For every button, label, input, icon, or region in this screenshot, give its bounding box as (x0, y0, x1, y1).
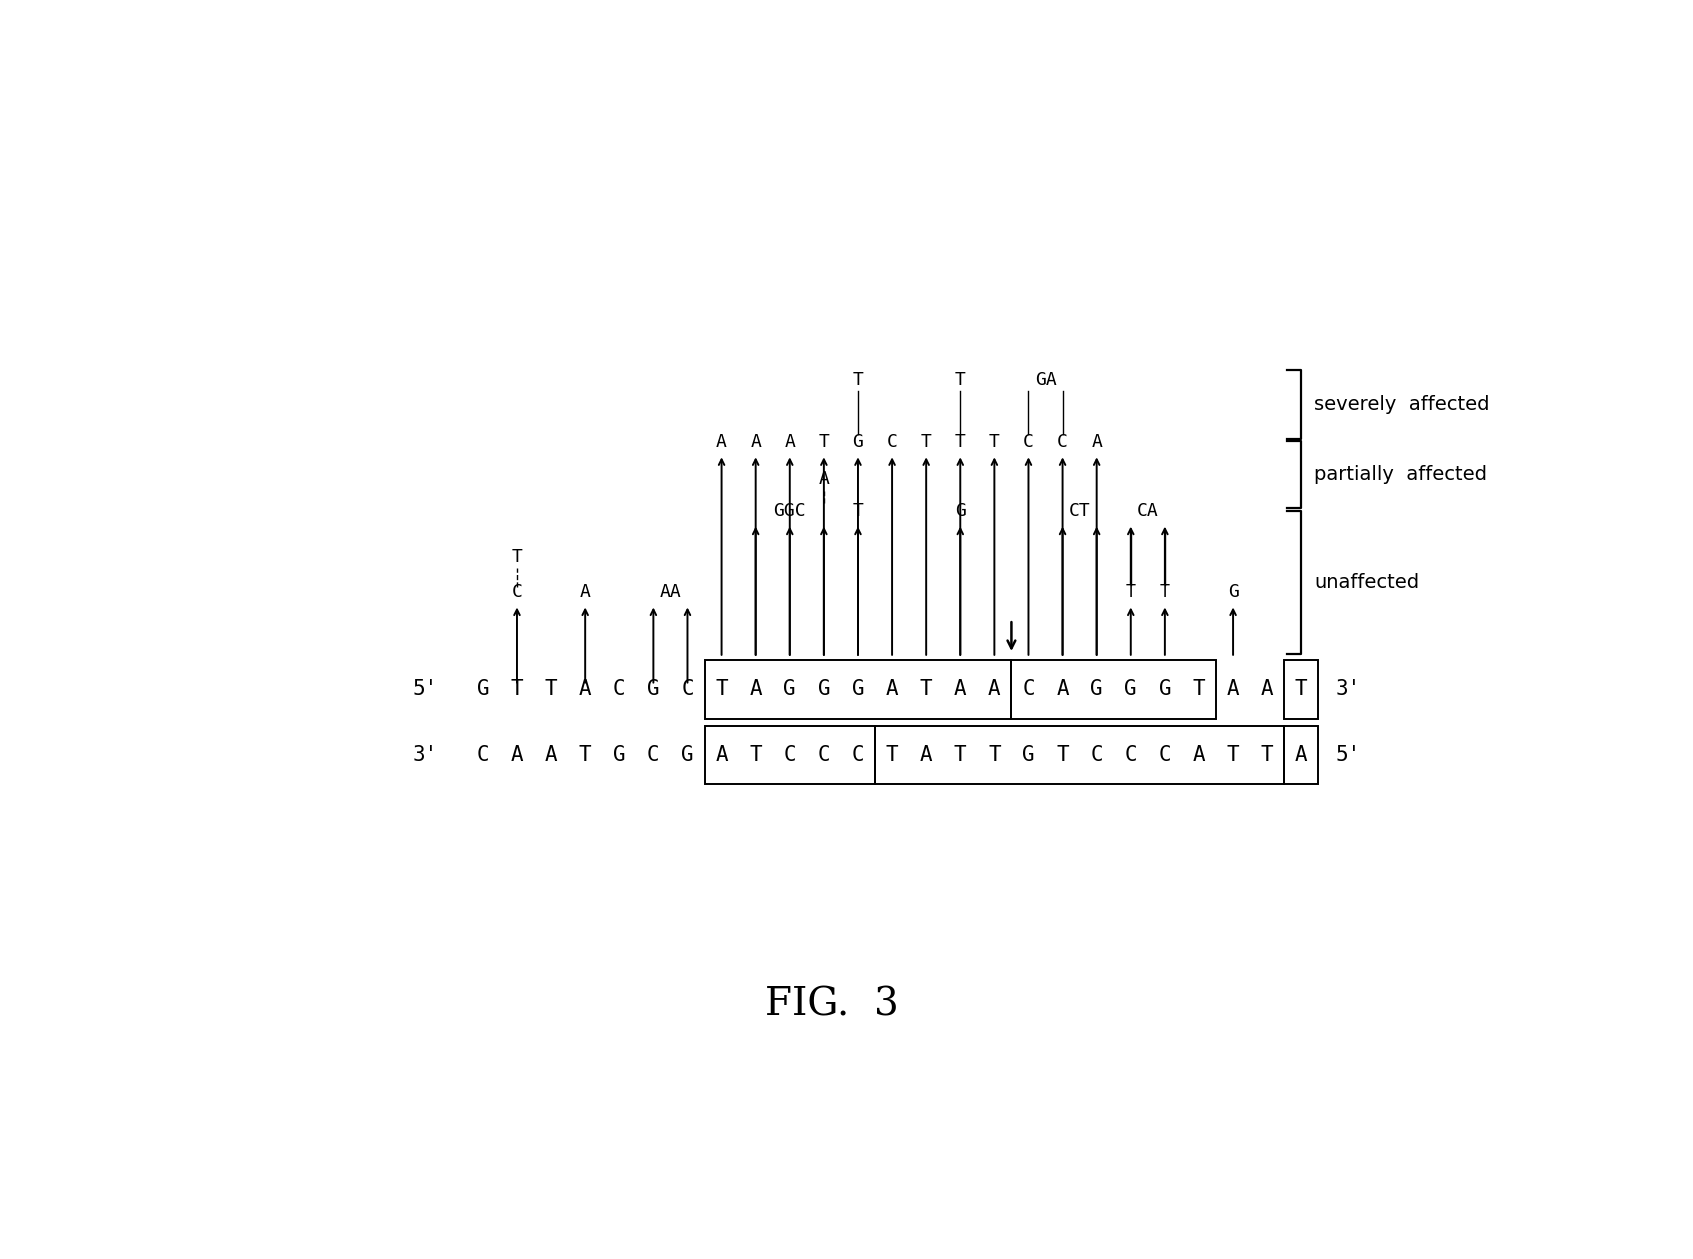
Text: T: T (1295, 680, 1307, 699)
Text: A: A (1295, 745, 1307, 764)
Text: A: A (818, 470, 830, 487)
Text: G: G (1124, 680, 1138, 699)
Text: A: A (953, 680, 967, 699)
Text: 3': 3' (411, 745, 437, 764)
Text: G: G (476, 680, 489, 699)
Bar (704, 660, 1011, 719)
Text: severely  affected: severely affected (1314, 395, 1490, 414)
Text: T: T (1192, 680, 1205, 699)
Text: G: G (681, 745, 694, 764)
Text: C: C (1056, 433, 1068, 451)
Text: A: A (1192, 745, 1205, 764)
Text: C: C (476, 745, 489, 764)
Text: GA: GA (1034, 371, 1056, 389)
Text: A: A (716, 433, 726, 451)
Text: C: C (647, 745, 660, 764)
Text: C: C (887, 433, 897, 451)
Text: T: T (545, 680, 557, 699)
Text: T: T (989, 745, 1001, 764)
Text: G: G (1158, 680, 1172, 699)
Text: A: A (1261, 680, 1273, 699)
Text: T: T (1126, 583, 1136, 601)
Text: T: T (953, 745, 967, 764)
Text: A: A (989, 680, 1001, 699)
Text: C: C (852, 745, 865, 764)
Text: C: C (1158, 745, 1172, 764)
Text: A: A (784, 433, 796, 451)
Text: 3': 3' (1336, 680, 1361, 699)
Text: FIG.  3: FIG. 3 (765, 987, 899, 1024)
Text: C: C (1090, 745, 1102, 764)
Text: T: T (1160, 583, 1170, 601)
Text: T: T (989, 433, 1001, 451)
Text: C: C (818, 745, 830, 764)
Text: partially  affected: partially affected (1314, 466, 1488, 485)
Text: T: T (955, 433, 965, 451)
Text: T: T (511, 548, 523, 567)
Text: A: A (579, 680, 591, 699)
Text: 5': 5' (1336, 745, 1361, 764)
Text: T: T (714, 680, 728, 699)
Text: T: T (511, 680, 523, 699)
Text: A: A (1056, 680, 1068, 699)
Text: C: C (511, 583, 523, 601)
Text: A: A (714, 745, 728, 764)
Text: C: C (681, 680, 694, 699)
Text: T: T (579, 745, 591, 764)
Text: A: A (545, 745, 557, 764)
Bar (1285, 660, 1319, 719)
Text: T: T (919, 680, 933, 699)
Bar (1285, 725, 1319, 784)
Bar (875, 725, 1285, 784)
Text: T: T (750, 745, 762, 764)
Text: G: G (818, 680, 830, 699)
Text: A: A (579, 583, 591, 601)
Text: A: A (750, 433, 762, 451)
Text: G: G (955, 502, 965, 520)
Bar (1011, 660, 1216, 719)
Text: T: T (921, 433, 931, 451)
Text: C: C (1124, 745, 1138, 764)
Text: T: T (853, 502, 863, 520)
Text: CA: CA (1138, 502, 1158, 520)
Text: G: G (1227, 583, 1239, 601)
Text: G: G (853, 433, 863, 451)
Text: C: C (1023, 680, 1034, 699)
Text: 5': 5' (411, 680, 437, 699)
Text: A: A (919, 745, 933, 764)
Text: unaffected: unaffected (1314, 573, 1419, 592)
Text: A: A (885, 680, 899, 699)
Text: G: G (784, 680, 796, 699)
Text: A: A (1092, 433, 1102, 451)
Text: T: T (853, 371, 863, 389)
Text: T: T (1056, 745, 1068, 764)
Text: C: C (613, 680, 626, 699)
Text: T: T (955, 371, 965, 389)
Text: A: A (511, 745, 523, 764)
Text: G: G (852, 680, 865, 699)
Text: T: T (1261, 745, 1273, 764)
Bar (704, 725, 875, 784)
Text: AA: AA (660, 583, 681, 601)
Text: A: A (1227, 680, 1239, 699)
Text: G: G (1023, 745, 1034, 764)
Text: G: G (647, 680, 660, 699)
Text: CT: CT (1068, 502, 1090, 520)
Text: A: A (750, 680, 762, 699)
Text: T: T (885, 745, 899, 764)
Text: T: T (1227, 745, 1239, 764)
Text: C: C (1023, 433, 1034, 451)
Text: T: T (818, 433, 830, 451)
Text: C: C (784, 745, 796, 764)
Text: G: G (1090, 680, 1102, 699)
Text: GGC: GGC (774, 502, 806, 520)
Text: G: G (613, 745, 626, 764)
